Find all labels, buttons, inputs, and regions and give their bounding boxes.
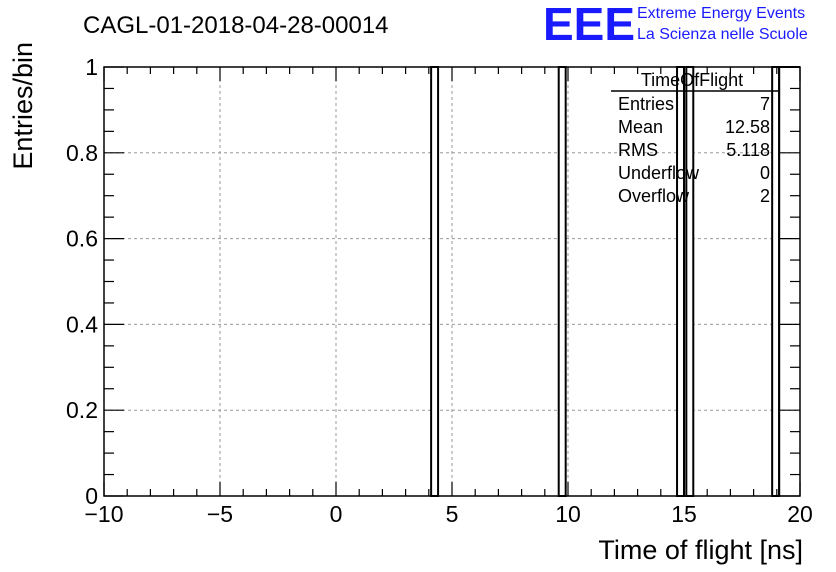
x-tick-label: 20 bbox=[787, 501, 813, 527]
eee-logo: EEE Extreme Energy Events La Scienza nel… bbox=[543, 0, 808, 50]
stats-value: 7 bbox=[760, 94, 770, 114]
stats-rows: Entries 7 Mean 12.58 RMS 5.118 Underflow 0 Overf… bbox=[618, 94, 770, 206]
logo-eee-text: EEE bbox=[543, 0, 635, 50]
histogram-bar bbox=[676, 66, 685, 497]
histogram-bar bbox=[685, 66, 695, 497]
x-tick-label: 5 bbox=[446, 501, 459, 527]
logo-line1: Extreme Energy Events bbox=[637, 5, 805, 22]
grid bbox=[104, 66, 800, 496]
stats-label: RMS bbox=[618, 140, 658, 160]
stats-value: 0 bbox=[760, 163, 770, 183]
x-tick-label: 15 bbox=[671, 501, 697, 527]
stats-label: Mean bbox=[618, 117, 663, 137]
x-axis-ticks: −10 −5 0 5 10 15 20 bbox=[84, 67, 813, 527]
y-tick-label: 0.8 bbox=[66, 140, 98, 166]
histogram-bar bbox=[557, 66, 567, 497]
x-tick-label: 0 bbox=[330, 501, 343, 527]
y-tick-label: 0.6 bbox=[66, 226, 98, 252]
plot-frame bbox=[103, 66, 801, 497]
x-tick-label: −5 bbox=[207, 501, 233, 527]
y-tick-label: 0.4 bbox=[66, 311, 98, 337]
y-tick-label: 0 bbox=[85, 483, 98, 509]
stats-label: Underflow bbox=[618, 163, 700, 183]
x-axis-label: Time of flight [ns] bbox=[598, 535, 803, 565]
histogram-bar bbox=[430, 66, 440, 497]
stats-label: Entries bbox=[618, 94, 674, 114]
plot-area-border bbox=[103, 66, 801, 497]
stats-value: 12.58 bbox=[725, 117, 770, 137]
stats-value: 5.118 bbox=[726, 140, 770, 160]
y-axis-ticks: 0 0.2 0.4 0.6 0.8 1 bbox=[66, 54, 800, 509]
x-tick-label: −10 bbox=[84, 501, 123, 527]
histogram-bar bbox=[771, 66, 781, 497]
stats-title: TimeOfFlight bbox=[641, 70, 743, 90]
y-tick-label: 0.2 bbox=[66, 397, 98, 423]
y-axis-label: Entries/bin bbox=[8, 42, 38, 170]
chart-title: CAGL-01-2018-04-28-00014 bbox=[83, 12, 389, 39]
logo-line2: La Scienza nelle Scuole bbox=[637, 26, 808, 43]
stats-label: Overflow bbox=[618, 186, 690, 206]
x-tick-label: 10 bbox=[555, 501, 581, 527]
stats-value: 2 bbox=[760, 186, 770, 206]
y-tick-label: 1 bbox=[85, 54, 98, 80]
stats-box: TimeOfFlight Entries 7 Mean 12.58 RMS 5.118 Un… bbox=[611, 70, 778, 206]
